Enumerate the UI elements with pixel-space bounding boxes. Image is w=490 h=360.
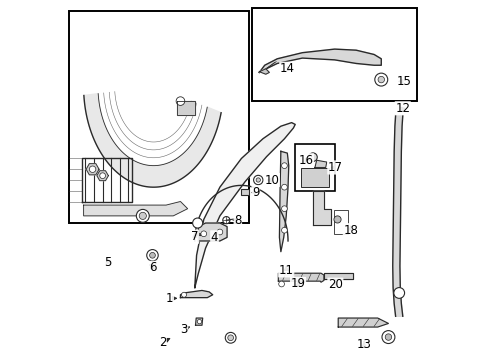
- Text: 17: 17: [328, 161, 343, 174]
- Text: 2: 2: [159, 336, 166, 348]
- Text: 19: 19: [291, 278, 306, 291]
- Polygon shape: [84, 202, 188, 216]
- Text: 7: 7: [191, 230, 198, 243]
- Bar: [242, 189, 248, 195]
- Circle shape: [378, 76, 385, 83]
- Circle shape: [201, 231, 207, 237]
- Circle shape: [394, 288, 405, 298]
- Circle shape: [223, 217, 230, 224]
- Text: 6: 6: [149, 261, 156, 274]
- Polygon shape: [324, 273, 353, 279]
- Circle shape: [382, 330, 395, 343]
- Bar: [252, 8, 417, 101]
- Circle shape: [254, 175, 263, 185]
- Bar: [300, 168, 329, 187]
- Bar: [334, 211, 348, 234]
- Text: 11: 11: [279, 264, 294, 277]
- Circle shape: [100, 173, 105, 179]
- Polygon shape: [315, 160, 327, 167]
- Bar: [69, 12, 248, 223]
- Polygon shape: [86, 164, 99, 175]
- Text: 18: 18: [343, 224, 358, 237]
- Circle shape: [136, 210, 149, 222]
- Text: 3: 3: [180, 323, 188, 336]
- Circle shape: [282, 206, 287, 212]
- Text: 5: 5: [104, 256, 112, 269]
- Polygon shape: [259, 49, 381, 72]
- Circle shape: [176, 97, 185, 105]
- Text: 8: 8: [234, 214, 242, 227]
- Circle shape: [279, 281, 285, 287]
- Circle shape: [149, 252, 155, 258]
- Circle shape: [282, 184, 287, 190]
- Circle shape: [282, 227, 287, 233]
- Circle shape: [282, 163, 287, 168]
- Polygon shape: [338, 318, 389, 327]
- Text: 13: 13: [357, 338, 371, 351]
- Polygon shape: [259, 69, 270, 74]
- Polygon shape: [180, 291, 213, 298]
- Circle shape: [193, 218, 203, 228]
- Text: 20: 20: [328, 278, 343, 291]
- Circle shape: [334, 216, 341, 223]
- Circle shape: [256, 178, 260, 182]
- Circle shape: [385, 334, 392, 340]
- Circle shape: [181, 292, 187, 297]
- Polygon shape: [84, 94, 221, 187]
- Circle shape: [217, 229, 223, 235]
- Text: 1: 1: [166, 292, 173, 305]
- Text: 16: 16: [298, 154, 314, 167]
- Circle shape: [225, 332, 236, 343]
- Circle shape: [228, 335, 234, 341]
- Text: 4: 4: [211, 231, 218, 244]
- Text: 15: 15: [397, 75, 412, 88]
- Circle shape: [375, 73, 388, 86]
- Polygon shape: [196, 318, 203, 325]
- Text: 12: 12: [395, 102, 410, 115]
- Polygon shape: [97, 171, 108, 181]
- Circle shape: [139, 212, 147, 220]
- Circle shape: [89, 166, 96, 172]
- Text: 14: 14: [280, 62, 295, 75]
- Polygon shape: [195, 123, 295, 288]
- Bar: [295, 144, 335, 191]
- Text: 9: 9: [252, 186, 260, 199]
- Polygon shape: [198, 223, 227, 241]
- Circle shape: [309, 153, 317, 162]
- Polygon shape: [278, 273, 324, 282]
- Circle shape: [147, 249, 158, 261]
- Text: 10: 10: [265, 174, 279, 186]
- Polygon shape: [313, 191, 331, 225]
- Polygon shape: [393, 116, 403, 316]
- Polygon shape: [279, 151, 289, 252]
- Circle shape: [197, 319, 201, 324]
- Polygon shape: [177, 101, 195, 116]
